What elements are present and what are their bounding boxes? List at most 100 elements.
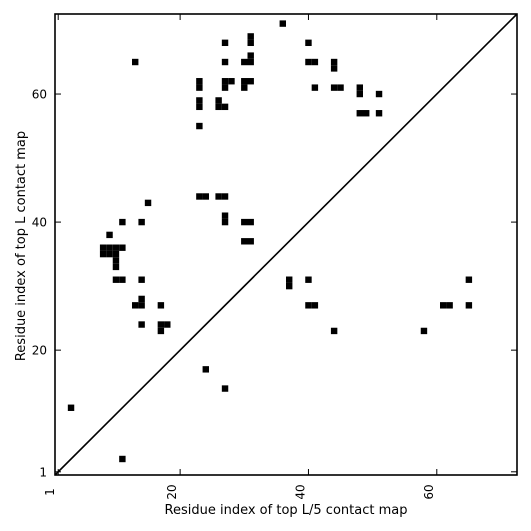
contact-cell-top-l5 bbox=[465, 302, 473, 309]
contact-cell-top-l bbox=[112, 244, 120, 251]
contact-cell-top-l5 bbox=[311, 302, 319, 309]
axis-ticks: 1 20 40 60 1 20 40 60 bbox=[32, 14, 517, 500]
contact-cell-top-l bbox=[279, 20, 286, 27]
contact-cell-top-l bbox=[247, 238, 254, 245]
contact-cell-top-l bbox=[196, 84, 203, 91]
contact-cell-top-l bbox=[221, 193, 229, 200]
contact-cell-top-l bbox=[221, 218, 229, 226]
contact-cell-top-l5 bbox=[286, 282, 293, 290]
contact-cell-top-l bbox=[241, 238, 248, 245]
contact-cell-top-l bbox=[112, 263, 120, 271]
contact-cell-top-l bbox=[196, 122, 203, 130]
diagonal-line bbox=[54, 13, 518, 476]
contact-cell-top-l5 bbox=[132, 302, 139, 309]
contact-cell-top-l5 bbox=[119, 455, 126, 463]
contact-cell-top-l bbox=[247, 78, 254, 85]
x-tick-label: 40 bbox=[293, 484, 307, 499]
contact-cell-top-l bbox=[99, 244, 107, 251]
contact-cell-top-l bbox=[106, 244, 113, 251]
contact-cell-top-l bbox=[221, 103, 229, 111]
x-tick-label: 20 bbox=[165, 484, 179, 499]
contact-cell-top-l bbox=[119, 218, 126, 226]
contact-cell-top-l bbox=[221, 39, 229, 47]
contact-cell-top-l bbox=[247, 218, 254, 226]
contact-cell-top-l bbox=[106, 250, 113, 258]
contact-cell-top-l5 bbox=[138, 321, 145, 328]
contact-cell-top-l bbox=[138, 218, 145, 226]
contact-cell-top-l bbox=[99, 250, 107, 258]
contact-cell-top-l bbox=[106, 231, 113, 239]
x-tick-label: 1 bbox=[43, 488, 57, 496]
contact-cell-top-l bbox=[305, 58, 312, 66]
contact-cell-top-l5 bbox=[202, 366, 209, 373]
contact-cell-top-l bbox=[119, 244, 126, 251]
contact-cell-top-l bbox=[144, 199, 152, 207]
contact-cell-top-l5 bbox=[446, 302, 453, 309]
contact-cell-top-l bbox=[215, 97, 222, 104]
contact-cell-top-l5 bbox=[465, 276, 473, 283]
contact-cell-top-l5 bbox=[138, 302, 145, 309]
contact-cell-top-l bbox=[112, 257, 120, 264]
contact-cell-top-l bbox=[112, 250, 120, 258]
contact-cell-top-l bbox=[247, 33, 254, 40]
contact-cell-top-l bbox=[221, 78, 229, 85]
contact-cell-top-l bbox=[132, 58, 139, 66]
contact-cell-top-l5 bbox=[112, 276, 120, 283]
contact-cell-top-l bbox=[196, 103, 203, 111]
contact-cell-top-l bbox=[247, 39, 254, 47]
contact-cell-top-l bbox=[356, 84, 363, 91]
contact-cell-top-l bbox=[375, 90, 383, 98]
contact-cell-top-l bbox=[215, 193, 222, 200]
contact-cell-top-l bbox=[228, 78, 235, 85]
contact-cell-top-l bbox=[196, 193, 203, 200]
plot-frame bbox=[54, 13, 518, 476]
contact-cell-top-l bbox=[215, 103, 222, 111]
contact-cell-top-l5 bbox=[221, 385, 229, 392]
contact-cell-top-l5 bbox=[440, 302, 447, 309]
y-tick-label: 20 bbox=[32, 344, 47, 358]
contact-cell-top-l5 bbox=[164, 321, 171, 328]
y-tick-label: 60 bbox=[32, 88, 47, 102]
contact-cell-top-l5 bbox=[67, 404, 75, 411]
x-tick-label: 60 bbox=[422, 484, 436, 499]
contact-cell-top-l bbox=[356, 90, 363, 98]
contact-cell-top-l bbox=[247, 58, 254, 66]
contact-cell-top-l5 bbox=[420, 327, 428, 335]
contact-cell-top-l bbox=[202, 193, 209, 200]
contact-cell-top-l bbox=[363, 110, 370, 117]
contact-cell-top-l bbox=[337, 84, 344, 91]
contact-cell-top-l5 bbox=[157, 302, 165, 309]
contact-cell-top-l5 bbox=[157, 321, 165, 328]
contact-cell-top-l5 bbox=[119, 276, 126, 283]
contact-cell-top-l5 bbox=[157, 327, 165, 335]
contact-cell-top-l bbox=[241, 218, 248, 226]
contact-cell-top-l bbox=[356, 110, 363, 117]
contact-cell-top-l bbox=[196, 78, 203, 85]
contact-cell-top-l bbox=[221, 212, 229, 219]
contact-cell-top-l bbox=[311, 58, 319, 66]
contact-cell-top-l bbox=[241, 78, 248, 85]
contact-cell-top-l bbox=[241, 58, 248, 66]
contact-cell-top-l bbox=[330, 65, 338, 72]
contact-cell-top-l5 bbox=[138, 276, 145, 283]
contact-cell-top-l bbox=[330, 58, 338, 66]
contact-cell-top-l5 bbox=[286, 276, 293, 283]
y-tick-label: 1 bbox=[39, 465, 47, 479]
x-axis-label: Residue index of top L/5 contact map bbox=[165, 503, 408, 518]
y-tick-label: 40 bbox=[32, 216, 47, 230]
contact-cell-top-l bbox=[241, 84, 248, 91]
contact-cells bbox=[67, 20, 473, 463]
contact-cell-top-l bbox=[196, 97, 203, 104]
contact-cell-top-l bbox=[247, 52, 254, 59]
contact-cell-top-l5 bbox=[305, 302, 312, 309]
contact-cell-top-l5 bbox=[330, 327, 338, 335]
contact-cell-top-l5 bbox=[138, 295, 145, 303]
contact-cell-top-l bbox=[330, 84, 338, 91]
contact-cell-top-l bbox=[221, 84, 229, 91]
contact-cell-top-l bbox=[305, 39, 312, 47]
contact-cell-top-l5 bbox=[305, 276, 312, 283]
contact-cell-top-l bbox=[221, 58, 229, 66]
y-axis-label: Residue index of top L contact map bbox=[14, 131, 29, 361]
contact-cell-top-l bbox=[375, 110, 383, 117]
